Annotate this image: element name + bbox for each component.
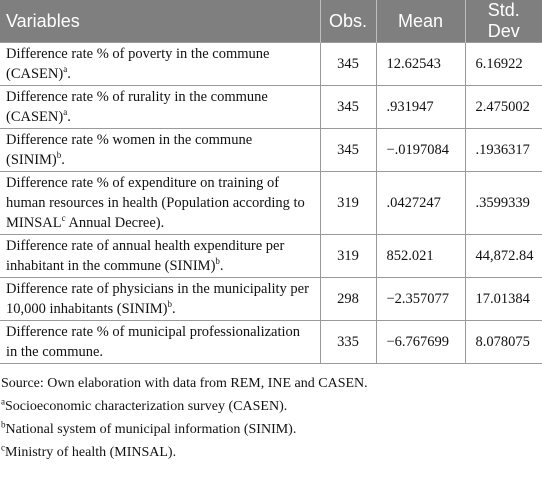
footnote: aSocioeconomic characterization survey (…: [1, 395, 542, 418]
header-text: Std. Dev: [487, 0, 520, 41]
variable-end: .: [67, 109, 71, 125]
table-header: Variables Obs. Mean Std. Dev: [0, 0, 542, 43]
mean-cell: −6.767699: [375, 320, 466, 364]
sd-cell: .1936317: [464, 128, 542, 172]
header-cell: Std. Dev: [465, 0, 542, 43]
notes: Source: Own elaboration with data from R…: [0, 372, 542, 464]
sd-cell: 6.16922: [464, 42, 542, 86]
variable-cell: Difference rate % women in the commune (…: [0, 128, 321, 172]
obs-cell: 298: [319, 277, 377, 321]
table-row: Difference rate % of rurality in the com…: [0, 85, 542, 129]
sd-cell: 2.475002: [464, 85, 542, 129]
data-table: Variables Obs. Mean Std. Dev Difference …: [0, 0, 542, 364]
footnote-text: National system of municipal information…: [5, 422, 297, 437]
footnote-mark: c: [1, 442, 5, 453]
obs-cell: 345: [319, 42, 377, 86]
source-note: Source: Own elaboration with data from R…: [1, 376, 368, 391]
variable-cell: Difference rate % of rurality in the com…: [0, 85, 321, 129]
header-cell: Mean: [376, 0, 466, 43]
variable-sup: a: [63, 107, 68, 118]
table-body: Difference rate % of poverty in the comm…: [0, 42, 542, 364]
table-row: Difference rate % women in the commune (…: [0, 128, 542, 172]
variable-end: Annual Decree).: [65, 215, 165, 231]
sd-cell: 44,872.84: [464, 234, 542, 278]
mean-cell: 12.62543: [375, 42, 466, 86]
variable-end: .: [67, 66, 71, 82]
variable-cell: Difference rate % of municipal professio…: [0, 320, 321, 364]
variable-cell: Difference rate of physicians in the mun…: [0, 277, 321, 321]
footnote-mark: a: [1, 396, 5, 407]
variable-text: Difference rate of annual health expendi…: [6, 238, 285, 274]
variable-sup: b: [167, 299, 173, 310]
variable-text: Difference rate % of expenditure on trai…: [6, 175, 305, 231]
variable-text: Difference rate % of poverty in the comm…: [6, 46, 270, 82]
table-row: Difference rate % of municipal professio…: [0, 320, 542, 364]
table-row: Difference rate % of poverty in the comm…: [0, 42, 542, 86]
table-row: Difference rate of annual health expendi…: [0, 234, 542, 278]
footnote: cMinistry of health (MINSAL).: [1, 441, 542, 464]
sd-cell: 8.078075: [464, 320, 542, 364]
variable-sup: c: [61, 213, 66, 224]
mean-cell: 852.021: [375, 234, 466, 278]
table-row: Difference rate of physicians in the mun…: [0, 277, 542, 321]
header-cell: Variables: [0, 0, 321, 43]
mean-cell: .931947: [375, 85, 466, 129]
obs-cell: 345: [319, 85, 377, 129]
footnote-mark: b: [1, 419, 6, 430]
variable-sup: a: [63, 64, 68, 75]
obs-cell: 319: [319, 171, 377, 235]
variable-text: Difference rate of physicians in the mun…: [6, 281, 309, 317]
variable-text: Difference rate % of municipal professio…: [6, 324, 301, 360]
variable-end: .: [172, 301, 176, 317]
header-cell: Obs.: [320, 0, 377, 43]
mean-cell: −2.357077: [375, 277, 466, 321]
variable-sup: b: [56, 150, 62, 161]
variable-sup: b: [215, 256, 220, 267]
variable-text: Difference rate % of rurality in the com…: [6, 89, 268, 125]
header-row: Variables Obs. Mean Std. Dev: [0, 0, 542, 43]
table-row: Difference rate % of expenditure on trai…: [0, 171, 542, 235]
obs-cell: 319: [319, 234, 377, 278]
variable-end: .: [219, 258, 224, 274]
mean-cell: .0427247: [375, 171, 466, 235]
variable-end: .: [61, 152, 65, 168]
mean-cell: −.0197084: [375, 128, 466, 172]
variable-text: Difference rate % women in the commune (…: [6, 132, 253, 168]
variable-cell: Difference rate % of expenditure on trai…: [0, 171, 321, 235]
sd-cell: 17.01384: [464, 277, 542, 321]
obs-cell: 335: [319, 320, 377, 364]
footnote-text: Socioeconomic characterization survey (C…: [5, 399, 288, 414]
variable-cell: Difference rate of annual health expendi…: [0, 234, 321, 278]
footnote: bNational system of municipal informatio…: [1, 418, 542, 441]
variable-cell: Difference rate % of poverty in the comm…: [0, 42, 321, 86]
sd-cell: .3599339: [464, 171, 542, 235]
obs-cell: 345: [319, 128, 377, 172]
footnote-text: Ministry of health (MINSAL).: [5, 445, 177, 460]
